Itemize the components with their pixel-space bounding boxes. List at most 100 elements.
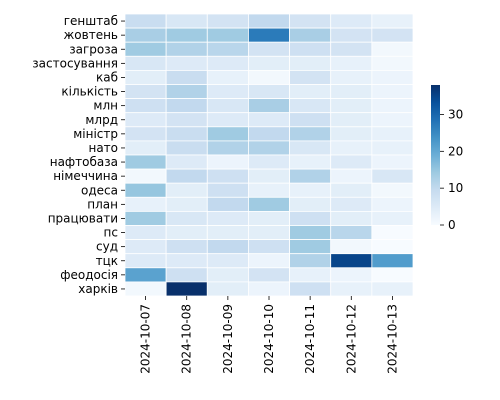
colorbar-tick-label: 10 (448, 181, 463, 195)
x-tick-label: 2024-10-10 (262, 304, 276, 374)
heatmap-cell (124, 168, 167, 184)
heatmap-cell (371, 41, 414, 57)
heatmap-cell (371, 84, 414, 100)
y-tick-label: суд (96, 240, 118, 254)
heatmap-cell (289, 239, 332, 255)
heatmap-cell (330, 112, 373, 128)
heatmap-cell (206, 84, 249, 100)
heatmap-cell (330, 55, 373, 71)
y-tick-label: каб (96, 70, 118, 84)
heatmap-cell (165, 225, 208, 241)
heatmap-cell (330, 84, 373, 100)
heatmap-cell (124, 70, 167, 85)
heatmap-cell (371, 27, 414, 43)
heatmap-cell (248, 140, 290, 156)
heatmap-cell (165, 13, 208, 29)
y-tick-label: застосування (32, 56, 118, 70)
heatmap-cell (124, 267, 167, 283)
heatmap-cell (206, 168, 249, 184)
heatmap-cell (206, 41, 249, 57)
colorbar-gradient (431, 85, 440, 225)
heatmap-cell (248, 196, 290, 212)
heatmap-cell (330, 182, 373, 198)
colorbar: 0 10 20 30 (431, 85, 463, 232)
heatmap-cell (289, 84, 332, 100)
heatmap-cell (124, 55, 167, 71)
y-tick-label: млн (93, 99, 118, 113)
heatmap-cell (330, 210, 373, 226)
heatmap-cell (165, 70, 208, 85)
heatmap-cell (289, 140, 332, 156)
y-tick-label: одеса (81, 183, 118, 197)
heatmap-cell (289, 55, 332, 71)
heatmap-cell (248, 84, 290, 100)
heatmap-cell (248, 55, 290, 71)
heatmap-cell (206, 126, 249, 142)
heatmap-cell (165, 281, 208, 297)
heatmap-cell (206, 182, 249, 198)
heatmap-cell (371, 70, 414, 85)
heatmap-cell (206, 210, 249, 226)
heatmap-cell (165, 239, 208, 255)
heatmap-cell (206, 55, 249, 71)
x-axis-labels: 2024-10-07 2024-10-08 2024-10-09 2024-10-10… (139, 296, 399, 374)
heatmap-cell (248, 210, 290, 226)
heatmap-cell (371, 210, 414, 226)
heatmap-cell (124, 126, 167, 142)
heatmap-cell (206, 140, 249, 156)
y-tick-label: працювати (48, 211, 118, 225)
heatmap-cell (371, 13, 414, 29)
heatmap-cell (248, 239, 290, 255)
heatmap-cell (289, 196, 332, 212)
heatmap-cell (206, 13, 249, 29)
heatmap-cell (248, 27, 290, 43)
heatmap-cell (248, 126, 290, 142)
x-tick-label: 2024-10-11 (303, 304, 317, 374)
heatmap-cell (289, 41, 332, 57)
heatmap-cell (289, 253, 332, 269)
heatmap-cell (124, 253, 167, 269)
y-tick-label: феодосія (60, 268, 118, 282)
heatmap-cell (330, 239, 373, 255)
heatmap-cell (289, 27, 332, 43)
heatmap-cell (124, 41, 167, 57)
heatmap-cell (165, 55, 208, 71)
heatmap-cell (124, 140, 167, 156)
heatmap-cell (289, 210, 332, 226)
y-tick-label: план (87, 197, 118, 211)
heatmap-cell (371, 126, 414, 142)
heatmap-cell (124, 225, 167, 241)
heatmap-cell (330, 267, 373, 283)
heatmap-cell (289, 13, 332, 29)
heatmap-cell (206, 253, 249, 269)
heatmap-cell (124, 196, 167, 212)
heatmap-cell (124, 112, 167, 128)
heatmap-cell (248, 13, 290, 29)
heatmap-cell (165, 253, 208, 269)
heatmap-cell (371, 112, 414, 128)
heatmap-cell (206, 27, 249, 43)
heatmap-cell (371, 196, 414, 212)
y-tick-label: німеччина (53, 169, 118, 183)
heatmap-cell (371, 98, 414, 114)
y-tick-label: міністр (73, 127, 118, 141)
heatmap-cell (248, 253, 290, 269)
heatmap-cell (289, 126, 332, 142)
heatmap-cell (165, 196, 208, 212)
heatmap-cell (330, 41, 373, 57)
heatmap-cell (248, 267, 290, 283)
heatmap-cell (371, 239, 414, 255)
x-tick-label: 2024-10-12 (344, 304, 358, 374)
heatmap-cell (165, 112, 208, 128)
heatmap-cell (165, 98, 208, 114)
heatmap-cell (248, 98, 290, 114)
heatmap-cell (330, 253, 373, 269)
heatmap-cell (371, 154, 414, 170)
heatmap-cell (248, 168, 290, 184)
heatmap-cell (165, 168, 208, 184)
heatmap-cell (330, 154, 373, 170)
heatmap-cell (165, 27, 208, 43)
heatmap-cell (330, 140, 373, 156)
heatmap-cell (206, 196, 249, 212)
y-tick-label: нато (88, 141, 118, 155)
